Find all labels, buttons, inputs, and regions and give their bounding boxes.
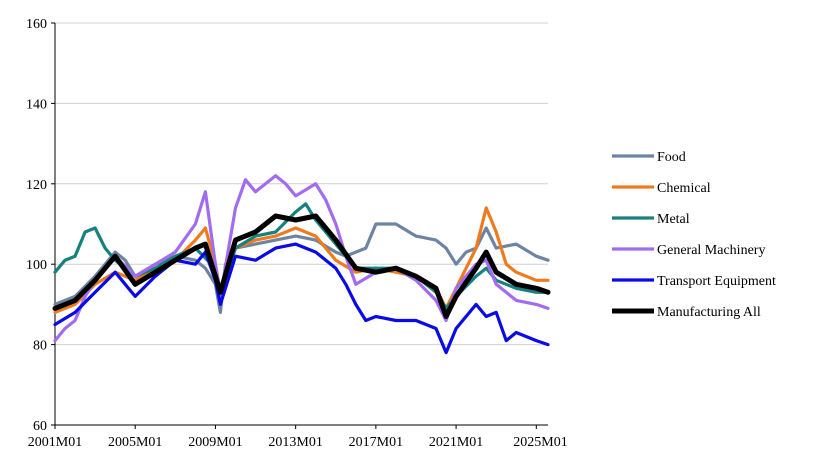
series-lines bbox=[52, 174, 551, 355]
series-line-manufacturing-all bbox=[52, 213, 551, 319]
legend-label: Food bbox=[657, 150, 686, 165]
legend-label: General Machinery bbox=[657, 243, 765, 258]
legend-label: Chemical bbox=[657, 181, 711, 196]
y-tick-label: 60 bbox=[33, 419, 47, 434]
series-line-metal bbox=[53, 202, 550, 310]
y-tick-label: 140 bbox=[26, 97, 47, 112]
x-tick-label: 2001M01 bbox=[28, 435, 82, 450]
x-tick-label: 2009M01 bbox=[188, 435, 242, 450]
x-tick-label: 2021M01 bbox=[429, 435, 483, 450]
series-line-transport-equipment bbox=[53, 242, 550, 355]
legend-label: Transport Equipment bbox=[657, 274, 776, 289]
series-line-general-machinery bbox=[53, 174, 550, 343]
x-tick-label: 2017M01 bbox=[349, 435, 403, 450]
y-tick-label: 80 bbox=[33, 339, 47, 354]
legend-label: Manufacturing All bbox=[657, 305, 761, 320]
x-tick-label: 2005M01 bbox=[108, 435, 162, 450]
y-tick-label: 160 bbox=[26, 17, 47, 32]
y-tick-label: 120 bbox=[26, 178, 47, 193]
axes: 60 80 100 120 140 160 2001M01 2005M01 2009M01 201… bbox=[26, 17, 568, 450]
y-tick-label: 100 bbox=[26, 258, 47, 273]
legend: Food Chemical Metal General Machinery Transp… bbox=[612, 150, 776, 320]
series-line-chemical bbox=[53, 206, 550, 314]
gridlines bbox=[55, 22, 548, 346]
x-tick-label: 2025M01 bbox=[513, 435, 567, 450]
x-tick-label: 2013M01 bbox=[268, 435, 322, 450]
legend-label: Metal bbox=[657, 212, 690, 227]
